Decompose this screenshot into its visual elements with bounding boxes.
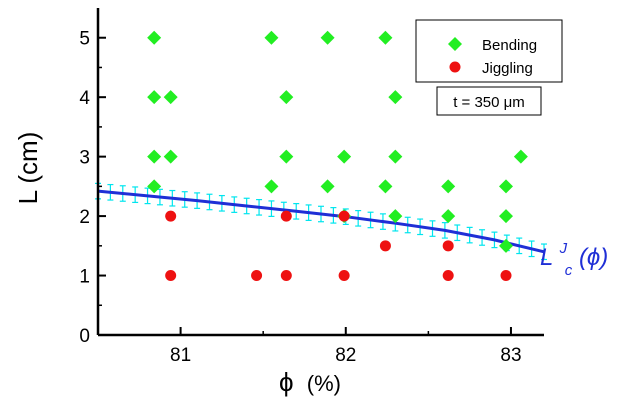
bending-point (388, 90, 403, 105)
curve-label-sup: J (559, 240, 568, 257)
bending-point (264, 179, 279, 194)
bending-point (337, 149, 352, 164)
x-axis-unit: (%) (307, 371, 341, 396)
bending-point (441, 179, 456, 194)
bending-point (264, 30, 279, 45)
tick-labels: 0 1 2 3 4 5 81 82 83 (79, 29, 521, 366)
x-tick-label: 82 (335, 345, 356, 366)
bending-point (147, 179, 162, 194)
bending-point (499, 209, 514, 224)
bending-point (320, 179, 335, 194)
axes (96, 8, 544, 337)
jiggling-point (280, 270, 292, 282)
legend-label-bending: Bending (482, 37, 537, 54)
legend-marker-jiggling (449, 61, 461, 73)
annotation-text: t = 350 μm (453, 94, 525, 111)
jiggling-point (500, 270, 512, 282)
bending-point (147, 149, 162, 164)
bending-point (499, 238, 514, 253)
bending-point (388, 209, 403, 224)
bending-point (378, 30, 393, 45)
bending-point (163, 149, 178, 164)
tick-marks (97, 36, 512, 336)
legend-label-jiggling: Jiggling (482, 60, 533, 77)
y-axis-title: L (cm) (13, 132, 43, 205)
bending-point (388, 149, 403, 164)
jiggling-point (338, 270, 350, 282)
fit-curve-label: L J c (ϕ) (540, 232, 608, 281)
bending-point (279, 149, 294, 164)
jiggling-point (165, 270, 177, 282)
jiggling-point (251, 270, 263, 282)
bending-point (378, 179, 393, 194)
x-axis-title: ϕ (%) (279, 367, 341, 397)
bending-point (279, 90, 294, 105)
bending-point (147, 30, 162, 45)
y-tick-label: 3 (79, 148, 90, 169)
curve-label-main: L (540, 244, 553, 271)
jiggling-point (379, 240, 391, 252)
curve-label-arg: (ϕ) (579, 244, 608, 271)
bending-point (320, 30, 335, 45)
bending-point (147, 90, 162, 105)
fit-errorbars (95, 182, 547, 261)
bending-point (499, 179, 514, 194)
x-axis-symbol: ϕ (279, 367, 294, 397)
jiggling-point (280, 210, 292, 222)
legend-marker-bending (448, 37, 462, 51)
y-tick-label: 0 (79, 326, 90, 347)
annotation-box (436, 86, 542, 116)
bending-point (513, 149, 528, 164)
legend-box (415, 19, 563, 83)
curve-label-sub: c (565, 262, 573, 279)
jiggling-point (165, 210, 177, 222)
thickness-annotation: t = 350 μm (436, 86, 542, 116)
x-tick-label: 81 (170, 345, 191, 366)
bending-point (441, 209, 456, 224)
bending-point (163, 90, 178, 105)
data-points (147, 30, 528, 282)
fit-curve-line (97, 189, 545, 254)
x-tick-label: 83 (500, 345, 521, 366)
jiggling-point (338, 210, 350, 222)
y-tick-label: 4 (79, 88, 90, 109)
legend-entry-bending: Bending (448, 37, 537, 54)
legend-entry-jiggling: Jiggling (449, 60, 533, 77)
y-tick-label: 5 (79, 29, 90, 50)
legend: Bending Jiggling (415, 19, 563, 83)
jiggling-point (442, 240, 454, 252)
y-tick-label: 2 (79, 207, 90, 228)
y-tick-label: 1 (79, 267, 90, 288)
jiggling-point (442, 270, 454, 282)
